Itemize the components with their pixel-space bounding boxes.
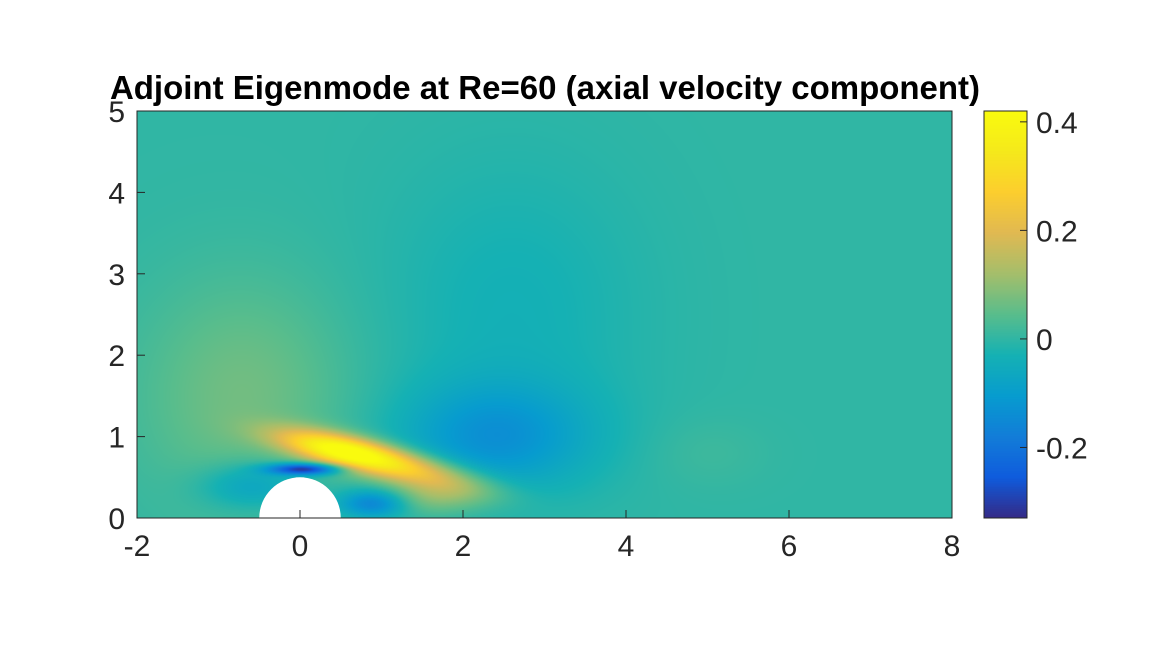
x-tick-label: 4 xyxy=(618,530,635,563)
x-tick-label: 0 xyxy=(292,530,309,563)
x-tick-label: 8 xyxy=(944,530,961,563)
chart-title: Adjoint Eigenmode at Re=60 (axial veloci… xyxy=(110,69,980,106)
y-tick-label: 5 xyxy=(108,96,125,129)
x-tick-label: 2 xyxy=(455,530,472,563)
colorbar-ticks: -0.2 0 0.2 0.4 xyxy=(1020,107,1088,465)
colorbar-gradient xyxy=(984,111,1027,518)
x-tick-label: -2 xyxy=(124,530,151,563)
y-tick-label: 2 xyxy=(108,340,125,373)
colorbar-frame xyxy=(983,110,1028,519)
colorbar: -0.2 0 0.2 0.4 xyxy=(983,107,1088,519)
axes-frame xyxy=(136,110,953,519)
y-tick-label: 0 xyxy=(108,503,125,536)
y-tick-label: 4 xyxy=(108,177,125,210)
y-tick-label: 3 xyxy=(108,259,125,292)
heatmap-field xyxy=(137,111,952,518)
x-axis: -2 0 2 4 6 8 xyxy=(124,510,961,563)
colorbar-tick-label: 0.4 xyxy=(1036,107,1078,140)
colorbar-tick-label: 0.2 xyxy=(1036,215,1078,248)
y-tick-label: 1 xyxy=(108,422,125,455)
x-tick-label: 6 xyxy=(781,530,798,563)
cylinder-obstacle xyxy=(259,477,341,518)
colorbar-tick-label: 0 xyxy=(1036,324,1053,357)
y-axis: 0 1 2 3 4 5 xyxy=(108,96,145,536)
colorbar-tick-label: -0.2 xyxy=(1036,432,1088,465)
